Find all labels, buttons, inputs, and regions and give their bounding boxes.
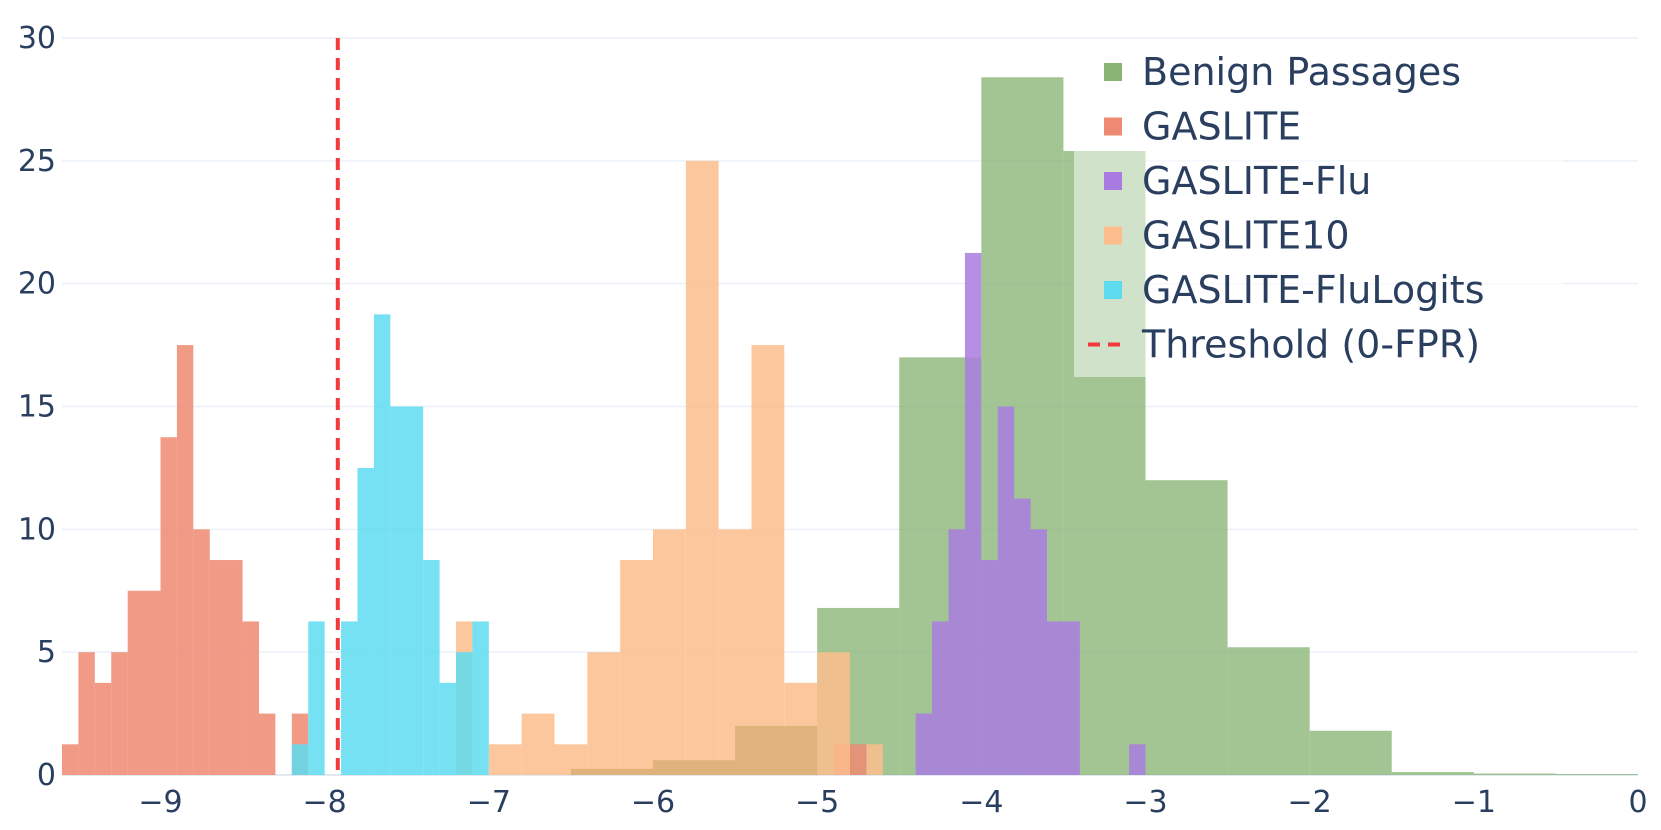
legend[interactable]: Benign Passages GASLITE GASLITE-Flu GASLITE…	[1074, 42, 1564, 377]
legend-swatch	[1104, 281, 1122, 299]
histogram-bar	[1145, 480, 1228, 775]
series-4-bars	[291, 314, 489, 775]
series-1-bars	[62, 345, 867, 775]
legend-swatch	[1104, 63, 1122, 81]
histogram-bar	[570, 768, 653, 775]
histogram-bar	[866, 744, 883, 775]
x-tick-label: −9	[138, 785, 182, 820]
histogram-bar	[78, 652, 95, 775]
x-tick-label: −1	[1452, 785, 1496, 820]
histogram-bar	[291, 744, 309, 775]
legend-swatch	[1104, 117, 1122, 136]
histogram-bar	[1227, 647, 1310, 775]
legend-swatch	[1104, 172, 1122, 190]
histogram-bar	[242, 621, 259, 775]
series-3-bars	[456, 160, 883, 776]
histogram-bar	[456, 652, 473, 775]
legend-label[interactable]: GASLITE10	[1142, 214, 1350, 258]
series-5-bars	[570, 725, 818, 775]
histogram-bar	[817, 652, 850, 775]
histogram-bar	[111, 652, 128, 775]
histogram-bar	[160, 437, 177, 775]
histogram-bar	[915, 713, 933, 775]
histogram-bar	[259, 713, 276, 775]
histogram-bar	[390, 406, 424, 775]
histogram-bar	[981, 560, 998, 775]
x-tick-label: −4	[959, 785, 1003, 820]
y-tick-label: 10	[18, 512, 56, 547]
x-tick-label: −3	[1123, 785, 1167, 820]
histogram-bar	[488, 744, 522, 775]
histogram-bar	[653, 529, 686, 775]
legend-label[interactable]: Threshold (0-FPR)	[1141, 323, 1480, 367]
histogram-bar	[1555, 774, 1638, 775]
histogram-bar	[735, 725, 818, 775]
legend-label[interactable]: GASLITE	[1142, 105, 1301, 149]
x-tick-label: −7	[467, 785, 511, 820]
histogram-bar	[751, 345, 785, 775]
histogram-bar	[685, 160, 719, 776]
histogram-bar	[472, 621, 489, 775]
histogram-bar	[932, 621, 949, 775]
y-tick-label: 15	[18, 390, 56, 425]
histogram-bar	[850, 744, 867, 775]
histogram-bar	[1391, 772, 1474, 775]
histogram-bar	[1309, 730, 1392, 775]
legend-label[interactable]: Benign Passages	[1142, 50, 1461, 94]
y-tick-label: 25	[18, 144, 56, 179]
histogram-bar	[521, 713, 555, 775]
histogram-bar	[997, 406, 1015, 775]
y-tick-label: 0	[37, 758, 56, 793]
histogram-bar	[1030, 529, 1047, 775]
y-tick-label: 5	[37, 635, 56, 670]
histogram-bar	[439, 682, 456, 775]
histogram-bar	[62, 744, 79, 775]
legend-background	[1074, 42, 1564, 377]
histogram-bars	[62, 77, 1638, 776]
legend-label[interactable]: GASLITE-FluLogits	[1142, 268, 1485, 312]
histogram-bar	[1014, 498, 1031, 775]
histogram-bar	[587, 652, 621, 775]
histogram-bar	[373, 314, 391, 775]
histogram-bar	[620, 560, 653, 775]
histogram-bar	[1047, 621, 1080, 775]
x-tick-label: −6	[631, 785, 675, 820]
legend-swatch	[1104, 226, 1122, 245]
series-2-bars	[915, 252, 1146, 776]
y-tick-label: 30	[18, 21, 56, 56]
histogram-bar	[1129, 744, 1146, 775]
histogram-bar	[94, 682, 112, 775]
axes: 0 5 10 15 20 25 30 −9 −8 −7 −6 −5 −4 −3 −2 −1 0	[18, 21, 1648, 820]
histogram-bar	[193, 529, 210, 775]
histogram-bar	[653, 760, 736, 775]
x-tick-label: 0	[1628, 785, 1647, 820]
y-tick-label: 20	[18, 267, 56, 302]
x-tick-label: −8	[303, 785, 347, 820]
legend-label[interactable]: GASLITE-Flu	[1142, 159, 1371, 203]
histogram-bar	[176, 345, 194, 775]
histogram-bar	[308, 621, 325, 775]
histogram-bar	[948, 529, 965, 775]
histogram-bar	[423, 560, 440, 775]
histogram-bar	[964, 252, 982, 776]
x-tick-label: −5	[795, 785, 839, 820]
histogram-bar	[341, 621, 358, 775]
histogram-bar	[1473, 773, 1556, 775]
x-tick-label: −2	[1288, 785, 1332, 820]
histogram-bar	[357, 467, 374, 775]
histogram-bar	[209, 560, 243, 775]
histogram-bar	[127, 590, 161, 775]
